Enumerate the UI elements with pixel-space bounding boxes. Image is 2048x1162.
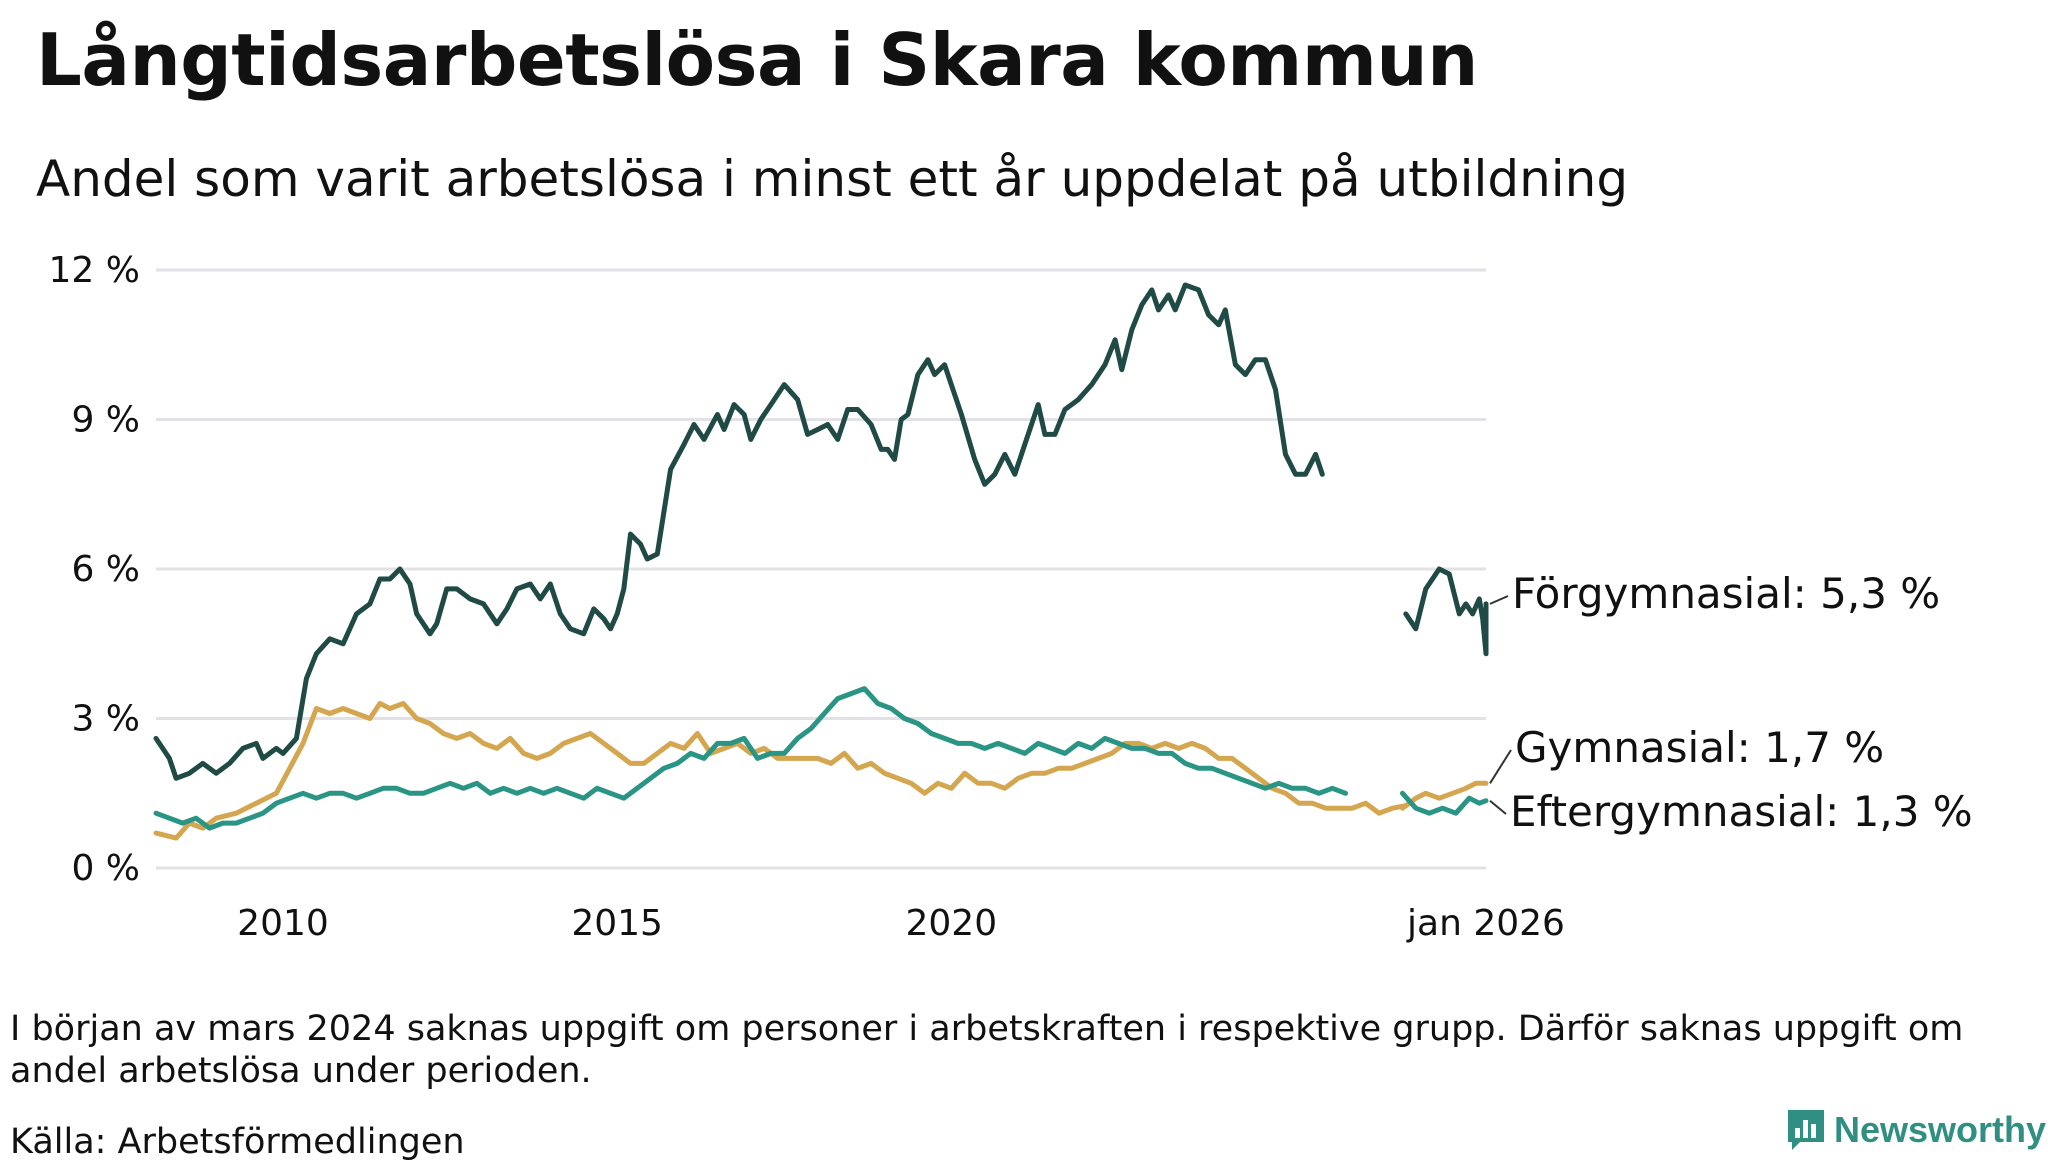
x-tick-label: 2020 <box>906 903 998 944</box>
brand-logo[interactable]: Newsworthy <box>1786 1108 2046 1152</box>
label-leader-line <box>1489 799 1507 815</box>
gridlines <box>156 268 1486 870</box>
brand-name: Newsworthy <box>1834 1109 2047 1150</box>
label-leader-line <box>1489 749 1512 784</box>
source-credit: Källa: Arbetsförmedlingen <box>10 1122 465 1162</box>
series-line-förgymnasial-after-gap <box>1403 566 1489 657</box>
y-tick-label: 12 % <box>49 250 140 291</box>
newsworthy-logo-icon <box>1788 1110 1824 1150</box>
y-tick-label: 9 % <box>71 400 140 441</box>
series-end-label: Eftergymnasial: 1,3 % <box>1510 787 1973 836</box>
footnote: I början av mars 2024 saknas uppgift om … <box>10 1009 1964 1091</box>
y-tick-label: 0 % <box>71 848 140 889</box>
series-line-gymnasial <box>153 701 1409 841</box>
y-tick-label: 3 % <box>71 699 140 740</box>
series-line-gymnasial-after-gap <box>1400 780 1489 811</box>
series-end-label: Förgymnasial: 5,3 % <box>1512 569 1940 618</box>
series-end-label: Gymnasial: 1,7 % <box>1515 723 1884 772</box>
series-line-eftergymnasial-after-gap <box>1400 790 1489 816</box>
x-tick-label: jan 2026 <box>1406 903 1565 944</box>
y-axis-ticks: 0 % 3 % 6 % 9 % 12 % <box>49 250 140 889</box>
chart-title: Långtidsarbetslösa i Skara kommun <box>36 18 1478 102</box>
series-lines <box>153 282 1489 841</box>
label-leader-line <box>1489 595 1509 605</box>
x-axis-ticks: 2010 2015 2020 jan 2026 <box>237 903 1565 944</box>
x-tick-label: 2010 <box>237 903 329 944</box>
x-tick-label: 2015 <box>571 903 663 944</box>
y-tick-label: 6 % <box>71 549 140 590</box>
series-line-förgymnasial <box>153 282 1325 781</box>
series-line-eftergymnasial <box>153 686 1349 831</box>
series-labels: Förgymnasial: 5,3 % Gymnasial: 1,7 % Efter… <box>1489 569 1973 836</box>
chart-subtitle: Andel som varit arbetslösa i minst ett å… <box>36 150 1629 208</box>
